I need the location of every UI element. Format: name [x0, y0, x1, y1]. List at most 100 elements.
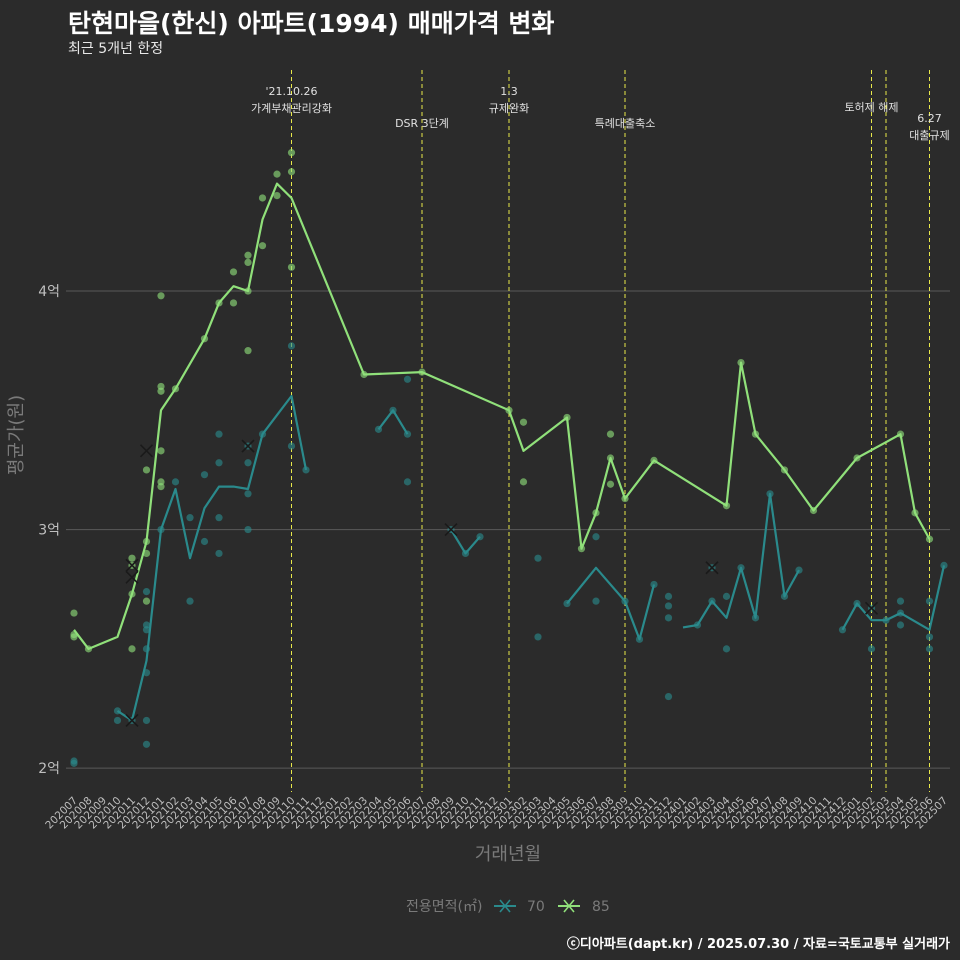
data-point-85	[273, 191, 281, 200]
axis-layer: 2억3억4억2020072020082020092020102020112020…	[38, 284, 950, 831]
data-point-70	[70, 757, 78, 765]
data-point-70	[142, 588, 151, 596]
data-point-85	[606, 480, 615, 488]
data-point-70	[664, 602, 673, 610]
series-line-70	[841, 565, 946, 631]
data-point-70	[722, 645, 731, 653]
event-label: 특례대출축소	[595, 117, 656, 130]
data-point-70	[244, 459, 252, 467]
data-point-70	[925, 597, 934, 605]
event-label: 규제완화	[489, 102, 529, 115]
data-point-70	[215, 549, 223, 558]
chart-title: 탄현마을(한신) 아파트(1994) 매매가격 변화	[68, 9, 555, 38]
data-point-85	[273, 170, 281, 178]
y-tick-label: 4억	[38, 284, 60, 300]
data-point-85	[128, 554, 136, 562]
event-label: '21.10.26	[265, 85, 317, 98]
data-point-70	[287, 442, 296, 450]
data-point-85	[519, 418, 528, 426]
data-point-70	[592, 533, 600, 541]
data-point-85	[229, 299, 238, 307]
cross-marker-70	[125, 713, 139, 727]
source-caption: ⓒ디아파트(dapt.kr) / 2025.07.30 / 자료=국토교통부 실…	[566, 937, 950, 952]
data-point-70	[403, 375, 412, 383]
legend-title: 전용면적(㎡)	[406, 899, 482, 915]
data-point-85	[157, 447, 165, 455]
legend: 전용면적(㎡) 70 85	[406, 899, 610, 915]
series-layer	[70, 149, 948, 767]
data-point-70	[925, 645, 934, 653]
data-point-85	[142, 466, 151, 474]
series-line-85	[73, 182, 931, 650]
legend-cross-icon-70	[499, 899, 511, 913]
data-point-70	[534, 633, 542, 641]
legend-item-85: 85	[558, 899, 610, 915]
data-point-85	[244, 258, 252, 266]
chart-subtitle: 최근 5개년 한정	[68, 41, 164, 57]
data-point-85	[229, 268, 238, 276]
grid-layer	[66, 290, 950, 769]
y-axis-title: 평균가(원)	[6, 395, 27, 475]
legend-label-70: 70	[527, 899, 545, 915]
data-point-85	[258, 242, 267, 250]
data-point-70	[215, 514, 223, 522]
series-70	[70, 342, 948, 767]
event-label: 토허제 해제	[844, 100, 898, 114]
data-point-70	[664, 692, 673, 701]
event-label: DSR 3단계	[395, 117, 449, 130]
data-point-70	[200, 537, 209, 546]
data-point-70	[171, 478, 180, 486]
series-85	[70, 149, 934, 653]
data-point-70	[896, 597, 905, 605]
data-point-85	[287, 168, 296, 176]
cross-marker-70	[705, 561, 719, 575]
data-point-85	[157, 292, 165, 300]
cross-marker-70	[444, 523, 458, 537]
data-point-85	[287, 149, 296, 157]
legend-label-85: 85	[592, 899, 610, 915]
data-point-85	[519, 478, 528, 486]
data-point-70	[142, 621, 151, 629]
series-line-70	[116, 394, 308, 722]
data-point-70	[244, 525, 252, 534]
data-point-70	[186, 514, 194, 522]
data-point-85	[287, 263, 296, 271]
event-label: 6.27	[917, 112, 942, 125]
data-point-70	[215, 430, 223, 438]
cross-marker-85	[139, 444, 154, 458]
series-line-70	[682, 492, 800, 629]
data-point-70	[722, 592, 731, 600]
data-point-70	[867, 645, 876, 653]
cross-marker-85	[125, 558, 139, 572]
data-point-70	[403, 478, 412, 486]
cross-marker-85	[125, 570, 139, 584]
series-line-70	[566, 566, 656, 641]
series-line-70	[377, 409, 409, 435]
legend-cross-icon-85	[563, 899, 575, 913]
event-label: 대출규제	[909, 129, 949, 142]
data-point-70	[650, 580, 658, 589]
data-point-85	[142, 597, 151, 605]
x-axis-title: 거래년월	[475, 844, 541, 865]
data-point-70	[896, 621, 905, 629]
data-point-85	[258, 194, 267, 202]
data-point-70	[664, 614, 673, 622]
data-point-85	[244, 251, 252, 259]
y-tick-label: 3억	[38, 523, 60, 539]
data-point-85	[157, 478, 165, 486]
cross-marker-70	[864, 601, 879, 615]
data-point-85	[128, 645, 136, 653]
data-point-85	[70, 609, 78, 617]
y-tick-label: 2억	[38, 761, 60, 777]
data-point-70	[244, 490, 252, 498]
event-label: 가계부채관리강화	[251, 102, 332, 115]
data-point-70	[302, 466, 310, 474]
data-point-70	[940, 561, 948, 569]
series-line-70	[450, 529, 481, 555]
data-point-70	[186, 597, 194, 605]
legend-item-70: 70	[494, 899, 545, 915]
event-label: 1.3	[500, 85, 518, 98]
data-point-70	[142, 716, 151, 725]
